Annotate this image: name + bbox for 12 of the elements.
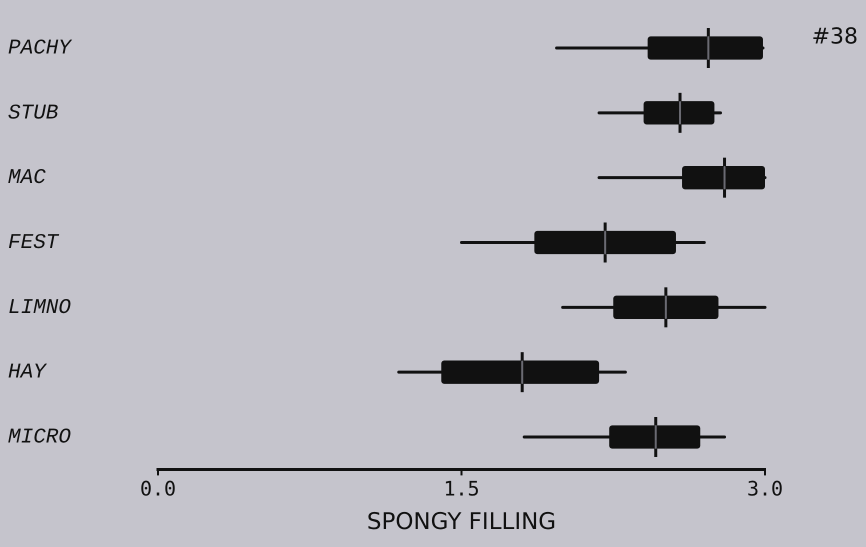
y-tick-label: LIMNO (8, 296, 72, 320)
y-tick-label: FEST (8, 232, 60, 256)
y-tick-label: HAY (8, 362, 48, 385)
x-tick-label: 1.5 (443, 476, 480, 501)
y-tick-label: MAC (8, 167, 46, 190)
x-tick-label: 3.0 (746, 476, 784, 501)
y-tick-label: PACHY (8, 38, 72, 61)
text: #38 (812, 24, 858, 50)
x-axis-title: SPONGY FILLING (366, 509, 556, 536)
x-tick-label: 0.0 (140, 476, 176, 501)
y-tick-label: MICRO (8, 426, 72, 450)
y-tick-label: STUB (8, 102, 58, 126)
